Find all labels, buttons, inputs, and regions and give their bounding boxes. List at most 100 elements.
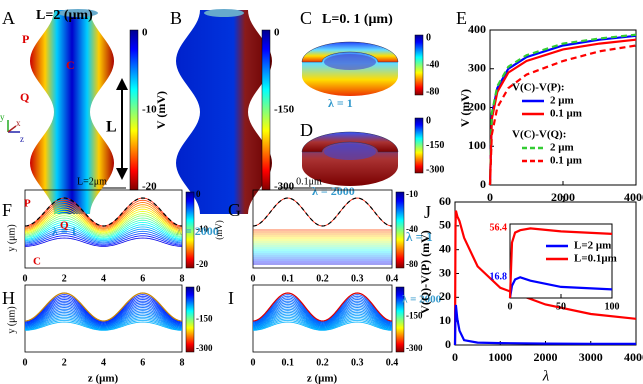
contour-line xyxy=(24,311,183,328)
colorbar-tick-label: 0 xyxy=(426,32,431,43)
label: z (μm) xyxy=(88,373,119,384)
colorbar-tick-label: -40 xyxy=(406,224,418,234)
contour-line xyxy=(252,300,393,325)
contour-line xyxy=(24,204,183,230)
contour-line xyxy=(252,295,393,323)
y-tick-label: 40 xyxy=(439,241,451,255)
x-tick-label: 0 xyxy=(23,357,28,368)
label: L=0. 1 (μm) xyxy=(322,12,393,27)
y-tick-label: 60 xyxy=(439,194,451,208)
colorbar-tick-label: -300 xyxy=(426,164,444,175)
x-tick-label: 6 xyxy=(140,273,145,284)
label: λ = 1 xyxy=(328,96,353,110)
contour-line xyxy=(24,215,183,236)
x-tick-label: 0.1 xyxy=(282,273,295,284)
colorbar-tick-label: -40 xyxy=(426,59,439,70)
contour-line xyxy=(24,302,183,325)
contour-line xyxy=(24,213,183,235)
contour-line xyxy=(24,295,183,323)
colorbar-tick-label: -300 xyxy=(274,181,295,193)
x-tick-label: 0.2 xyxy=(316,273,329,284)
label: z (μm) xyxy=(307,373,338,384)
contour-line xyxy=(252,310,393,328)
contour-line xyxy=(252,320,393,331)
cell-a xyxy=(30,10,114,214)
panel-letter: E xyxy=(456,8,467,28)
colorbar-tick-label: 0 xyxy=(426,115,431,126)
contour-line xyxy=(24,303,183,326)
x-tick-label: 0 xyxy=(487,190,493,204)
y-tick-label: 50 xyxy=(439,218,451,232)
x-tick-label: 8 xyxy=(180,357,185,368)
y-tick-label: 100 xyxy=(468,138,486,152)
contour-line xyxy=(24,219,183,238)
contour-line xyxy=(252,307,393,327)
contour-line xyxy=(24,208,183,233)
panel-letter: I xyxy=(228,288,234,308)
colorbar xyxy=(414,34,424,96)
contour-line xyxy=(252,321,393,331)
axis-triad xyxy=(7,125,17,133)
label: λ = 2000 xyxy=(176,224,219,238)
contour-line xyxy=(24,305,183,326)
label: λ = 2000 xyxy=(402,294,442,306)
contour-line xyxy=(24,297,183,324)
label: y xyxy=(0,112,5,122)
label: λ xyxy=(542,368,550,384)
label: y (μm) xyxy=(6,306,17,333)
x-tick-label: 0.3 xyxy=(351,273,364,284)
y-tick-label: 10 xyxy=(439,313,451,327)
contour-line xyxy=(24,201,183,229)
inset-frame xyxy=(509,223,613,299)
legend-title: V(C)-V(Q): xyxy=(512,129,566,141)
contour-line xyxy=(24,310,183,328)
x-tick-label: 100 xyxy=(605,301,620,312)
colorbar-tick-label: -150 xyxy=(426,140,444,151)
legend-label: 2 μm xyxy=(550,95,574,107)
colorbar-tick-label: -150 xyxy=(406,311,423,321)
x-tick-label: 0 xyxy=(251,273,256,284)
x-tick-label: 1000 xyxy=(488,350,512,364)
contour-line xyxy=(252,308,393,327)
panel-letter: D xyxy=(300,120,313,140)
x-tick-label: 3000 xyxy=(579,350,603,364)
contour-line xyxy=(252,315,393,329)
legend-label: 0.1 μm xyxy=(550,108,582,120)
contour-line xyxy=(24,226,183,242)
y-tick-label: 300 xyxy=(468,61,486,75)
colorbar xyxy=(185,191,195,269)
colorbar-tick-label: 0 xyxy=(142,27,148,39)
y-tick-label: 30 xyxy=(439,265,451,279)
contour-line xyxy=(25,316,182,330)
cell-c-inner xyxy=(324,54,376,70)
panel-letter: B xyxy=(170,8,182,28)
contour-line xyxy=(24,230,183,244)
contour-line xyxy=(25,233,182,245)
label: Q xyxy=(60,220,69,232)
label: V (mV) xyxy=(458,89,472,127)
series-line xyxy=(453,210,637,346)
series-line xyxy=(488,44,637,186)
label: P xyxy=(24,198,31,210)
y-tick-label: 200 xyxy=(468,99,486,113)
label: y (μm) xyxy=(6,224,17,251)
label: L=2 (μm) xyxy=(36,8,93,23)
label: C xyxy=(66,58,75,72)
contour-line xyxy=(24,313,183,329)
x-tick-label: 0.3 xyxy=(351,357,364,368)
x-tick-label: 50 xyxy=(556,301,566,312)
contour-line xyxy=(252,297,393,324)
contour-line xyxy=(252,318,393,330)
x-tick-label: 0 xyxy=(508,301,513,312)
contour-line xyxy=(252,197,393,227)
contour-line xyxy=(252,313,393,329)
colorbar-tick-label: -300 xyxy=(406,343,423,353)
panel-letter: J xyxy=(424,202,431,222)
contour-line xyxy=(24,320,183,331)
contour-line xyxy=(24,199,183,228)
boundary xyxy=(252,197,393,227)
x-tick-label: 2 xyxy=(62,273,67,284)
y-tick-label: 0 xyxy=(480,177,486,191)
